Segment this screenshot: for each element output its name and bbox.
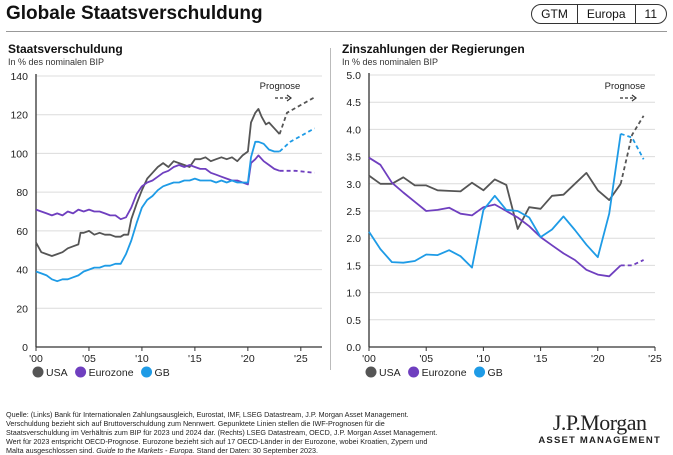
y-tick-label: 120	[10, 110, 28, 122]
panel-divider-lower	[330, 158, 331, 370]
y-tick-label: 4.5	[346, 97, 361, 109]
legend-label-gb: GB	[155, 367, 170, 379]
y-tick-label: 3.0	[346, 179, 361, 191]
x-tick-label: '15	[188, 353, 202, 365]
forecast-line-eurozone	[620, 259, 644, 267]
forecast-annotation: Prognose	[605, 81, 646, 92]
forecast-line-gb	[620, 132, 645, 160]
gtm-badge: GTM Europa 11	[531, 4, 667, 24]
y-tick-label: 2.0	[346, 233, 361, 245]
series-line-eurozone	[368, 156, 622, 278]
left-chart-subtitle: In % des nominalen BIP	[8, 57, 105, 67]
x-tick-label: '25	[648, 353, 662, 365]
forecast-line-usa	[619, 115, 645, 185]
legend-label-usa: USA	[379, 367, 401, 379]
y-tick-label: 80	[16, 187, 28, 199]
y-tick-label: 5.0	[346, 70, 361, 82]
y-tick-label: 60	[16, 226, 28, 238]
badge-page-number: 11	[634, 5, 666, 23]
forecast-annotation: Prognose	[260, 81, 301, 92]
left-chart-title: Staatsverschuldung	[8, 42, 123, 56]
page-title: Globale Staatsverschuldung	[6, 3, 263, 24]
legend-marker-usa	[365, 366, 377, 378]
forecast-arrowhead-icon	[631, 94, 637, 102]
y-tick-label: 1.0	[346, 288, 361, 300]
series-line-gb	[368, 133, 622, 269]
x-tick-label: '00	[362, 353, 376, 365]
x-tick-label: '00	[29, 353, 43, 365]
series-line-eurozone	[35, 154, 280, 221]
forecast-arrowhead-icon	[286, 94, 292, 102]
series-line-gb	[35, 140, 280, 283]
jpmorgan-logo: J.P.Morgan ASSET MANAGEMENT	[538, 410, 661, 446]
legend-marker-eurozone	[75, 366, 87, 378]
panel-divider	[330, 48, 331, 158]
footnote-guide: Guide to the Markets - Europa	[96, 446, 193, 455]
x-tick-label: '25	[294, 353, 308, 365]
legend-label-gb: GB	[488, 367, 503, 379]
footnote-date: . Stand der Daten: 30 September 2023.	[192, 446, 319, 455]
legend-marker-gb	[474, 366, 486, 378]
legend-marker-eurozone	[408, 366, 420, 378]
y-tick-label: 20	[16, 303, 28, 315]
forecast-line-eurozone	[279, 169, 315, 174]
y-tick-label: 0.5	[346, 315, 361, 327]
x-tick-label: '05	[419, 353, 433, 365]
legend-marker-gb	[141, 366, 153, 378]
forecast-line-gb	[278, 127, 316, 153]
right-chart-subtitle: In % des nominalen BIP	[342, 57, 439, 67]
y-tick-label: 40	[16, 265, 28, 277]
y-tick-label: 1.5	[346, 260, 361, 272]
legend-marker-usa	[32, 366, 44, 378]
y-tick-label: 3.5	[346, 152, 361, 164]
series-line-usa	[368, 172, 622, 230]
badge-region: Europa	[576, 5, 635, 23]
x-tick-label: '20	[241, 353, 255, 365]
legend-label-eurozone: Eurozone	[422, 367, 467, 379]
legend-label-usa: USA	[46, 367, 68, 379]
legend-label-eurozone: Eurozone	[89, 367, 134, 379]
y-tick-label: 4.0	[346, 124, 361, 136]
y-tick-label: 2.5	[346, 206, 361, 218]
y-tick-label: 100	[10, 148, 28, 160]
x-tick-label: '10	[477, 353, 491, 365]
y-tick-label: 0	[22, 342, 28, 354]
source-footnote: Quelle: (Links) Bank für Internationalen…	[6, 410, 446, 455]
y-tick-label: 140	[10, 71, 28, 83]
forecast-line-usa	[278, 96, 316, 135]
header-divider	[6, 31, 667, 32]
y-tick-label: 0.0	[346, 342, 361, 354]
badge-gtm: GTM	[541, 7, 568, 21]
x-tick-label: '20	[591, 353, 605, 365]
logo-subtitle: ASSET MANAGEMENT	[538, 435, 661, 446]
x-tick-label: '10	[135, 353, 149, 365]
x-tick-label: '15	[534, 353, 548, 365]
x-tick-label: '05	[82, 353, 96, 365]
interest-chart: 0.0 0.5 1.0 1.5 2.0 2.5 3.0 3.5 4.0 4.5 5.0 '00 '05 '…	[346, 70, 662, 379]
series-line-usa	[35, 108, 281, 257]
logo-name: J.P.Morgan	[552, 410, 647, 435]
right-chart-title: Zinszahlungen der Regierungen	[342, 42, 525, 56]
debt-chart: 0 20 40 60 80 100 120 140 '00 '05 '10 '15 '20 '25 Prog…	[10, 71, 322, 379]
